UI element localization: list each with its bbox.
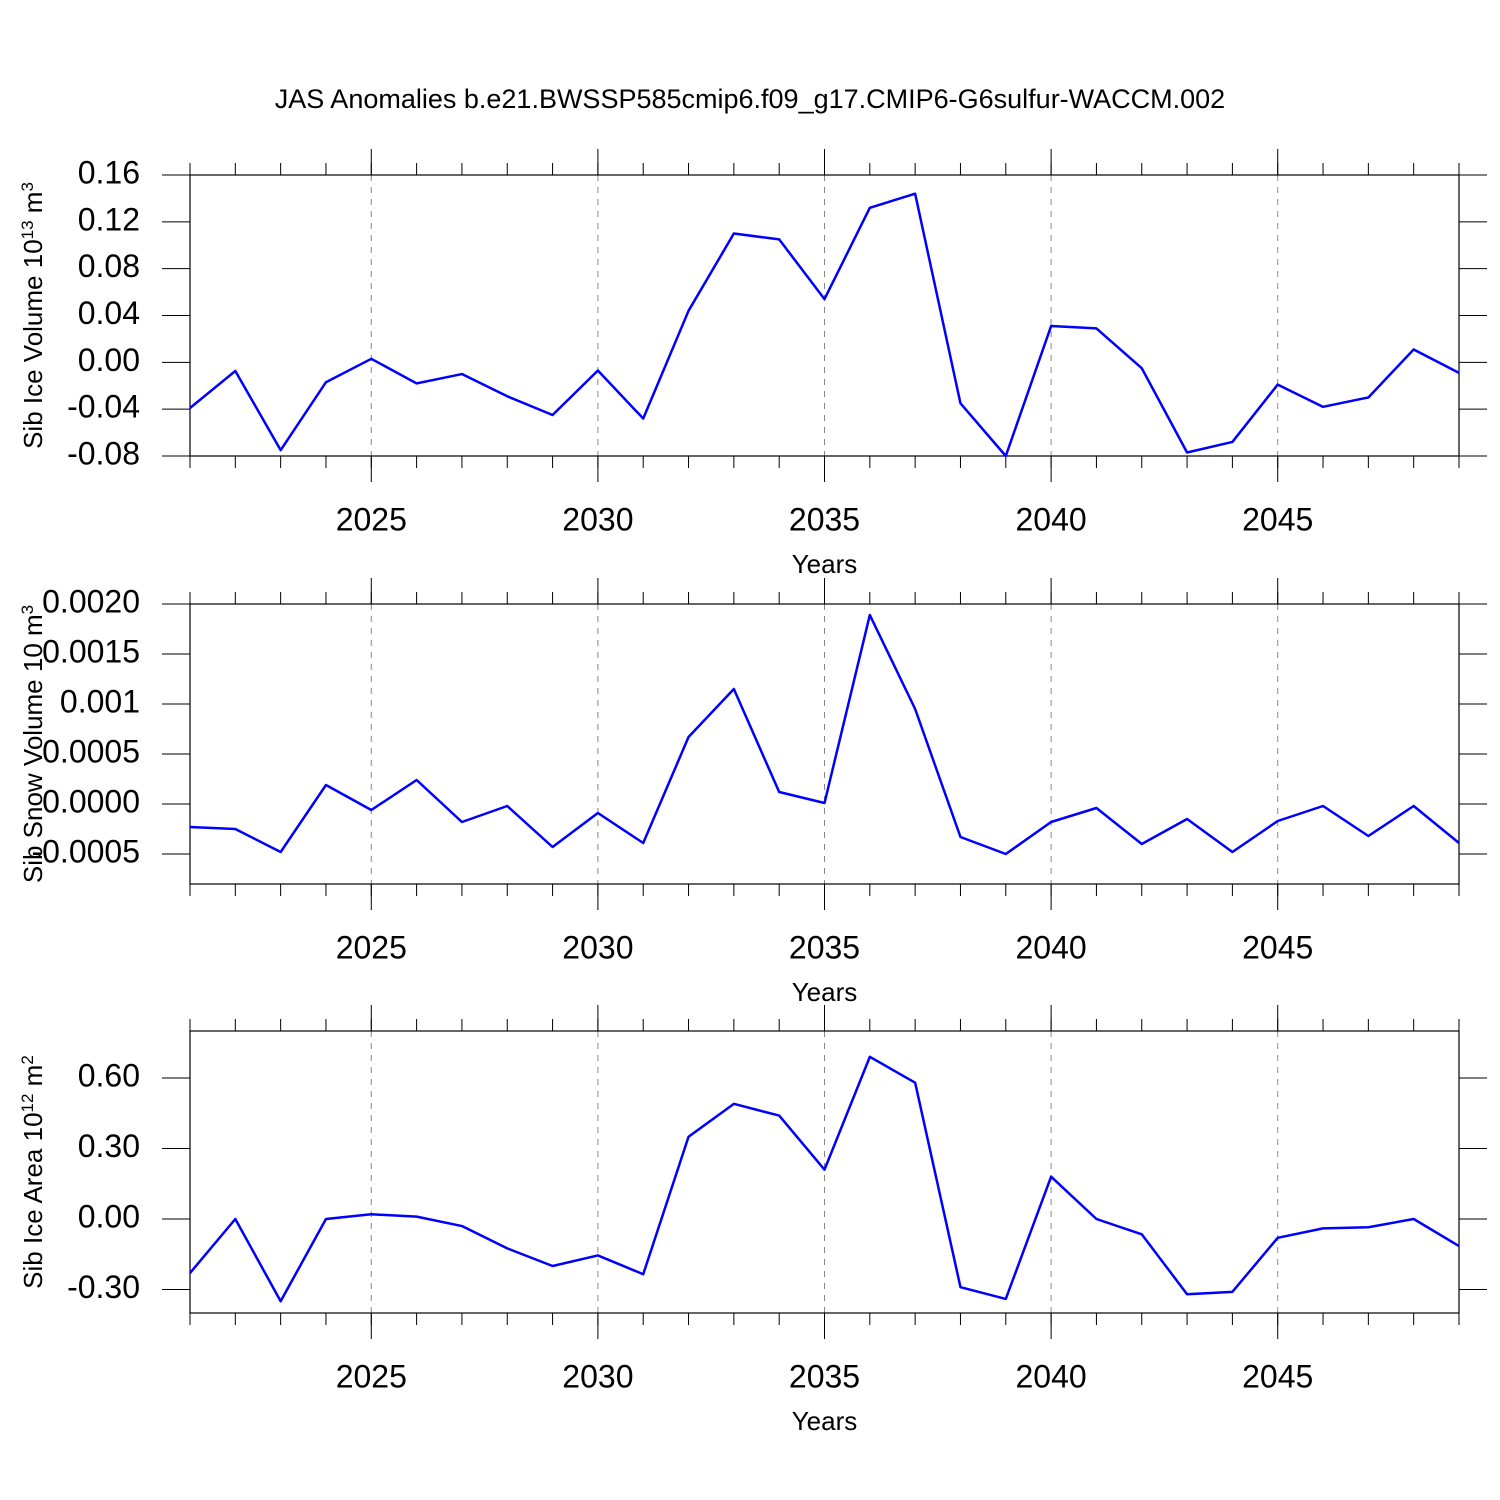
x-tick-label: 2040 <box>1016 501 1087 537</box>
x-tick-label: 2025 <box>336 501 407 537</box>
y-tick-label: 0.001 <box>60 683 140 719</box>
data-line <box>189 613 1460 856</box>
y-tick-label: 0.0015 <box>42 633 140 669</box>
x-tick-label: 2030 <box>562 501 633 537</box>
y-axis-title-part: 13 <box>18 220 37 239</box>
x-axis-title: Years <box>792 977 858 1007</box>
y-tick-label: 0.0005 <box>42 733 140 769</box>
y-axis-title-part: 3 <box>18 182 37 191</box>
y-tick-label: -0.08 <box>67 435 140 471</box>
y-tick-label: 0.16 <box>78 154 140 190</box>
y-tick-label: 0.00 <box>78 1198 140 1234</box>
x-tick-label: 2045 <box>1242 501 1313 537</box>
y-tick-label: 0.0020 <box>42 583 140 619</box>
y-tick-label: 0.60 <box>78 1057 140 1093</box>
y-axis-title-part: m <box>18 614 48 643</box>
y-axis-title-part: Sib Ice Area 10 <box>18 1112 48 1288</box>
x-tick-label: 2045 <box>1242 929 1313 965</box>
y-axis-title: Sib Ice Volume 1013 m3 <box>18 182 49 449</box>
x-tick-label: 2025 <box>336 929 407 965</box>
x-axis-title: Years <box>792 549 858 579</box>
y-tick-label: 0.04 <box>78 295 140 331</box>
x-tick-label: 2025 <box>336 1358 407 1394</box>
y-axis-title-part: m <box>18 1065 48 1094</box>
y-tick-label: 0.00 <box>78 342 140 378</box>
y-tick-label: -0.04 <box>67 389 140 425</box>
y-axis-title-part: Sib Snow Volume 10 <box>18 643 48 883</box>
data-line <box>189 192 1460 458</box>
x-tick-label: 2035 <box>789 501 860 537</box>
x-tick-label: 2035 <box>789 929 860 965</box>
y-tick-label: -0.0005 <box>31 833 140 869</box>
y-tick-label: 0.30 <box>78 1128 140 1164</box>
x-tick-label: 2040 <box>1016 1358 1087 1394</box>
figure-title: JAS Anomalies b.e21.BWSSP585cmip6.f09_g1… <box>275 84 1225 114</box>
x-axis-title: Years <box>792 1406 858 1436</box>
y-tick-label: 0.12 <box>78 201 140 237</box>
plot-frame <box>189 603 1460 885</box>
data-line <box>189 1055 1460 1303</box>
x-tick-label: 2045 <box>1242 1358 1313 1394</box>
y-axis-title: Sib Ice Area 1012 m2 <box>18 1055 49 1289</box>
y-tick-label: 0.0000 <box>42 783 140 819</box>
plot-frame <box>189 174 1460 457</box>
y-axis-title: Sib Snow Volume 10 m3 <box>18 605 49 883</box>
y-axis-title-part: m <box>18 192 48 221</box>
x-tick-label: 2030 <box>562 1358 633 1394</box>
y-axis-title-part: 3 <box>18 605 37 614</box>
y-axis-title-part: Sib Ice Volume 10 <box>18 239 48 449</box>
plot-frame <box>189 1030 1460 1314</box>
x-tick-label: 2030 <box>562 929 633 965</box>
y-tick-label: 0.08 <box>78 248 140 284</box>
x-tick-label: 2040 <box>1016 929 1087 965</box>
y-axis-title-part: 12 <box>18 1094 37 1113</box>
y-axis-title-part: 2 <box>18 1055 37 1064</box>
x-tick-label: 2035 <box>789 1358 860 1394</box>
y-tick-label: -0.30 <box>67 1269 140 1305</box>
